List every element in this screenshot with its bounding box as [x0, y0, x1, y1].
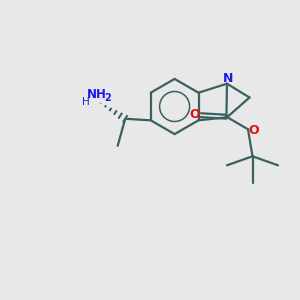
Text: NH: NH: [87, 88, 107, 101]
Text: 2: 2: [105, 93, 112, 103]
Text: N: N: [223, 72, 234, 85]
Text: O: O: [190, 107, 200, 121]
Text: H: H: [82, 97, 89, 107]
Text: O: O: [249, 124, 259, 137]
